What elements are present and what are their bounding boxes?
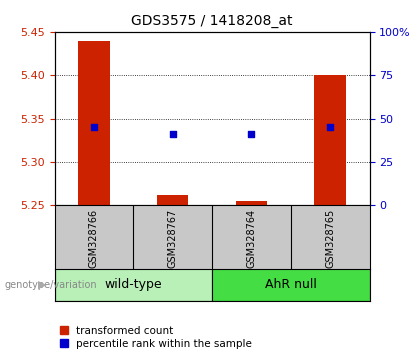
Bar [157, 195, 189, 205]
Point [169, 131, 176, 137]
Point [327, 124, 333, 130]
Title: GDS3575 / 1418208_at: GDS3575 / 1418208_at [131, 14, 293, 28]
Bar [78, 40, 110, 205]
Text: AhR null: AhR null [265, 279, 317, 291]
Text: genotype/variation: genotype/variation [4, 280, 97, 290]
Bar [212, 269, 370, 301]
Text: wild-type: wild-type [105, 279, 162, 291]
Text: GSM328764: GSM328764 [247, 209, 257, 268]
Bar [55, 269, 212, 301]
Bar [236, 201, 267, 205]
Point [248, 131, 255, 137]
Text: ▶: ▶ [38, 280, 46, 290]
Text: GSM328766: GSM328766 [89, 209, 99, 268]
Text: GSM328767: GSM328767 [168, 209, 178, 268]
Bar [315, 75, 346, 205]
Point [91, 124, 97, 130]
Text: GSM328765: GSM328765 [325, 209, 335, 268]
Legend: transformed count, percentile rank within the sample: transformed count, percentile rank withi… [60, 326, 252, 349]
